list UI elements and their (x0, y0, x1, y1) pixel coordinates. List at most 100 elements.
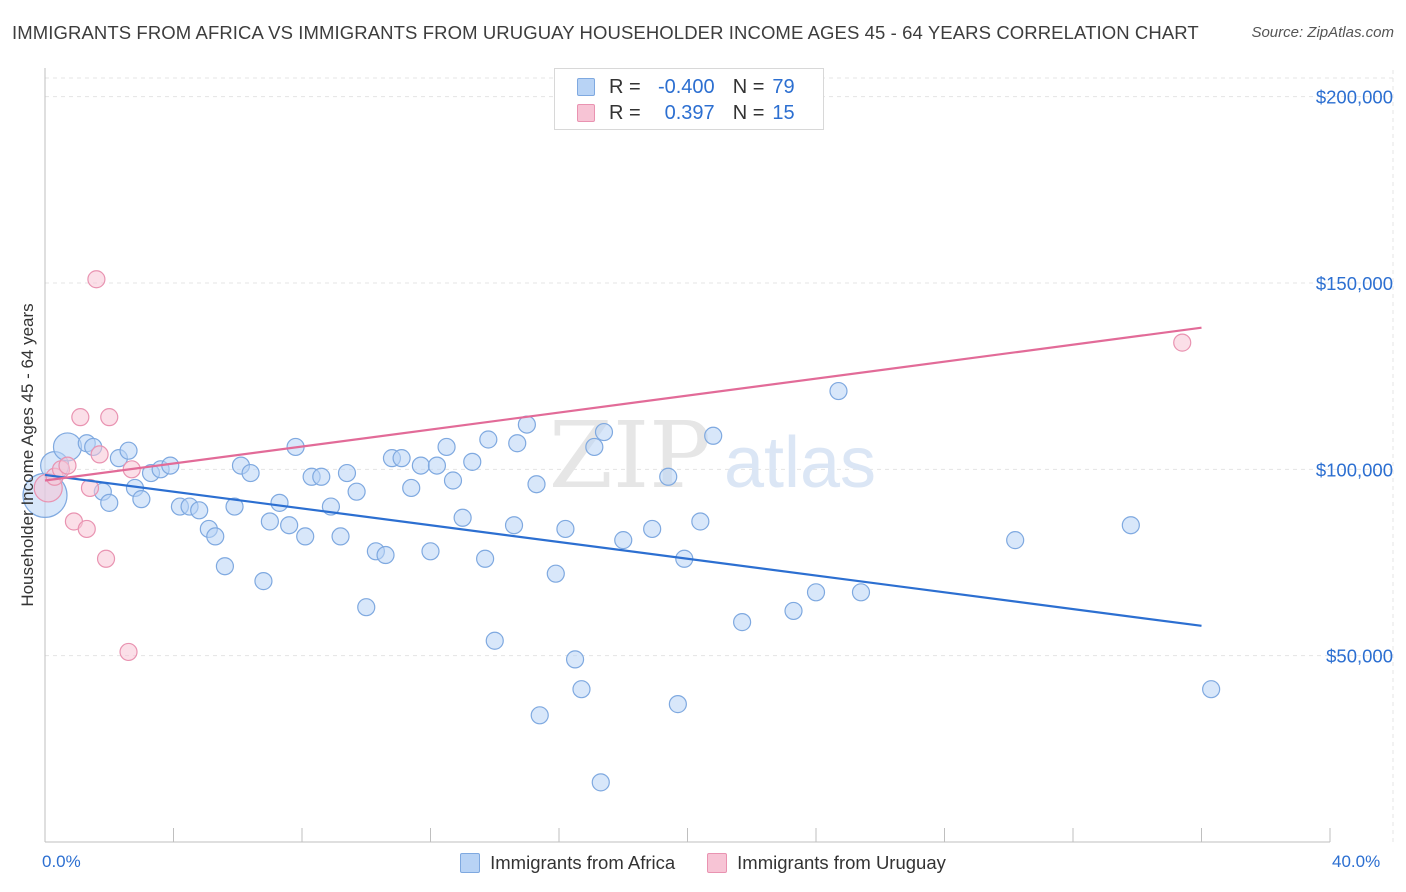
chart-title: IMMIGRANTS FROM AFRICA VS IMMIGRANTS FRO… (12, 22, 1199, 43)
africa-point (376, 545, 395, 565)
africa-point (270, 493, 289, 512)
legend-row-uruguay: R = 0.397 N = 15 (577, 101, 795, 125)
africa-point (254, 572, 273, 591)
watermark-zip: ZIP (549, 402, 711, 509)
uruguay-point (96, 549, 116, 568)
trend-line-africa (44, 473, 1202, 627)
africa-point (225, 497, 244, 516)
africa-point (704, 426, 723, 445)
legend-swatch-africa (577, 78, 595, 96)
legend-item-uruguay[interactable]: Immigrants from Uruguay (707, 852, 946, 874)
africa-point (347, 482, 366, 501)
legend-r-value-uruguay: 0.397 (664, 101, 715, 124)
y-axis-title: Householder Income Ages 45 - 64 years (18, 303, 37, 607)
africa-point (312, 467, 331, 486)
uruguay-point (80, 478, 100, 498)
africa-point (733, 613, 752, 632)
legend-n-value-uruguay: 15 (772, 101, 795, 124)
africa-point (337, 463, 357, 483)
africa-point (591, 773, 610, 792)
watermark: ZIP atlas (549, 402, 876, 509)
africa-point (453, 508, 472, 527)
africa-point (392, 449, 411, 468)
legend-r-value-africa: -0.400 (657, 75, 715, 98)
trend-lines (44, 326, 1202, 627)
africa-point (357, 598, 376, 617)
uruguay-point (1173, 333, 1192, 352)
africa-point (1121, 516, 1140, 535)
africa-point (530, 706, 549, 725)
africa-point (463, 452, 482, 471)
uruguay-point (71, 408, 90, 427)
africa-point (190, 501, 209, 520)
africa-point (556, 519, 575, 539)
grid-lines (45, 70, 1395, 842)
africa-point (476, 549, 495, 568)
africa-point (784, 601, 803, 621)
africa-point (594, 422, 614, 442)
legend-swatch-uruguay (577, 104, 595, 122)
y-tick-labels: $50,000 $100,000 $150,000 $200,000 (1316, 87, 1393, 667)
legend-n-value-africa: 79 (772, 75, 795, 98)
africa-point (546, 564, 565, 583)
africa-point (585, 437, 604, 457)
series-africa-points (22, 381, 1221, 792)
uruguay-point (58, 456, 77, 475)
legend-n-label: N = (732, 75, 765, 98)
legend-label-uruguay: Immigrants from Uruguay (737, 852, 946, 873)
legend-r-label: R = (609, 75, 641, 98)
africa-point (508, 434, 527, 453)
uruguay-point (100, 408, 119, 427)
africa-point (100, 493, 119, 512)
legend-r-label: R = (609, 101, 641, 124)
x-tick-label-max: 40.0% (1332, 852, 1381, 871)
africa-point (119, 441, 138, 460)
y-tick-label: $100,000 (1316, 459, 1393, 480)
africa-point (614, 531, 633, 550)
africa-point (1202, 680, 1221, 699)
africa-point (132, 490, 151, 509)
africa-point (331, 527, 350, 546)
trend-line-uruguay (44, 326, 1202, 482)
watermark-atlas: atlas (724, 423, 876, 503)
y-tick-label: $50,000 (1326, 646, 1393, 667)
uruguay-point (119, 642, 138, 662)
legend-n-label: N = (732, 101, 765, 124)
africa-point (296, 527, 315, 546)
africa-point (437, 437, 456, 457)
africa-point (206, 527, 225, 546)
africa-point (572, 680, 591, 699)
africa-point (691, 512, 710, 531)
africa-point (806, 583, 826, 602)
africa-point (411, 456, 430, 475)
y-tick-label: $200,000 (1316, 87, 1393, 108)
uruguay-point (90, 445, 109, 464)
africa-point (421, 542, 440, 561)
africa-point (527, 475, 546, 494)
legend-item-africa[interactable]: Immigrants from Africa (460, 852, 675, 874)
africa-point (1006, 531, 1025, 550)
africa-point (479, 430, 498, 449)
uruguay-point (77, 519, 96, 539)
africa-point (241, 463, 260, 483)
y-tick-label: $150,000 (1316, 273, 1393, 294)
africa-point (504, 516, 524, 535)
africa-point (851, 583, 871, 602)
africa-point (443, 471, 463, 490)
africa-point (643, 519, 662, 539)
africa-point (260, 512, 279, 531)
africa-point (427, 456, 447, 475)
africa-point (215, 557, 234, 576)
source-credit: Source: ZipAtlas.com (1251, 24, 1394, 41)
legend-swatch-uruguay (707, 853, 728, 873)
africa-point (565, 650, 585, 669)
africa-point (402, 478, 421, 498)
series-uruguay-points (33, 270, 1192, 662)
legend-row-africa: R = -0.400 N = 79 (577, 75, 795, 99)
africa-point (280, 516, 299, 535)
africa-point (829, 381, 848, 401)
legend-swatch-africa (460, 853, 481, 873)
x-tick-label-min: 0.0% (42, 852, 81, 871)
stats-legend: R = -0.400 N = 79 R = 0.397 N = 15 (554, 68, 824, 130)
